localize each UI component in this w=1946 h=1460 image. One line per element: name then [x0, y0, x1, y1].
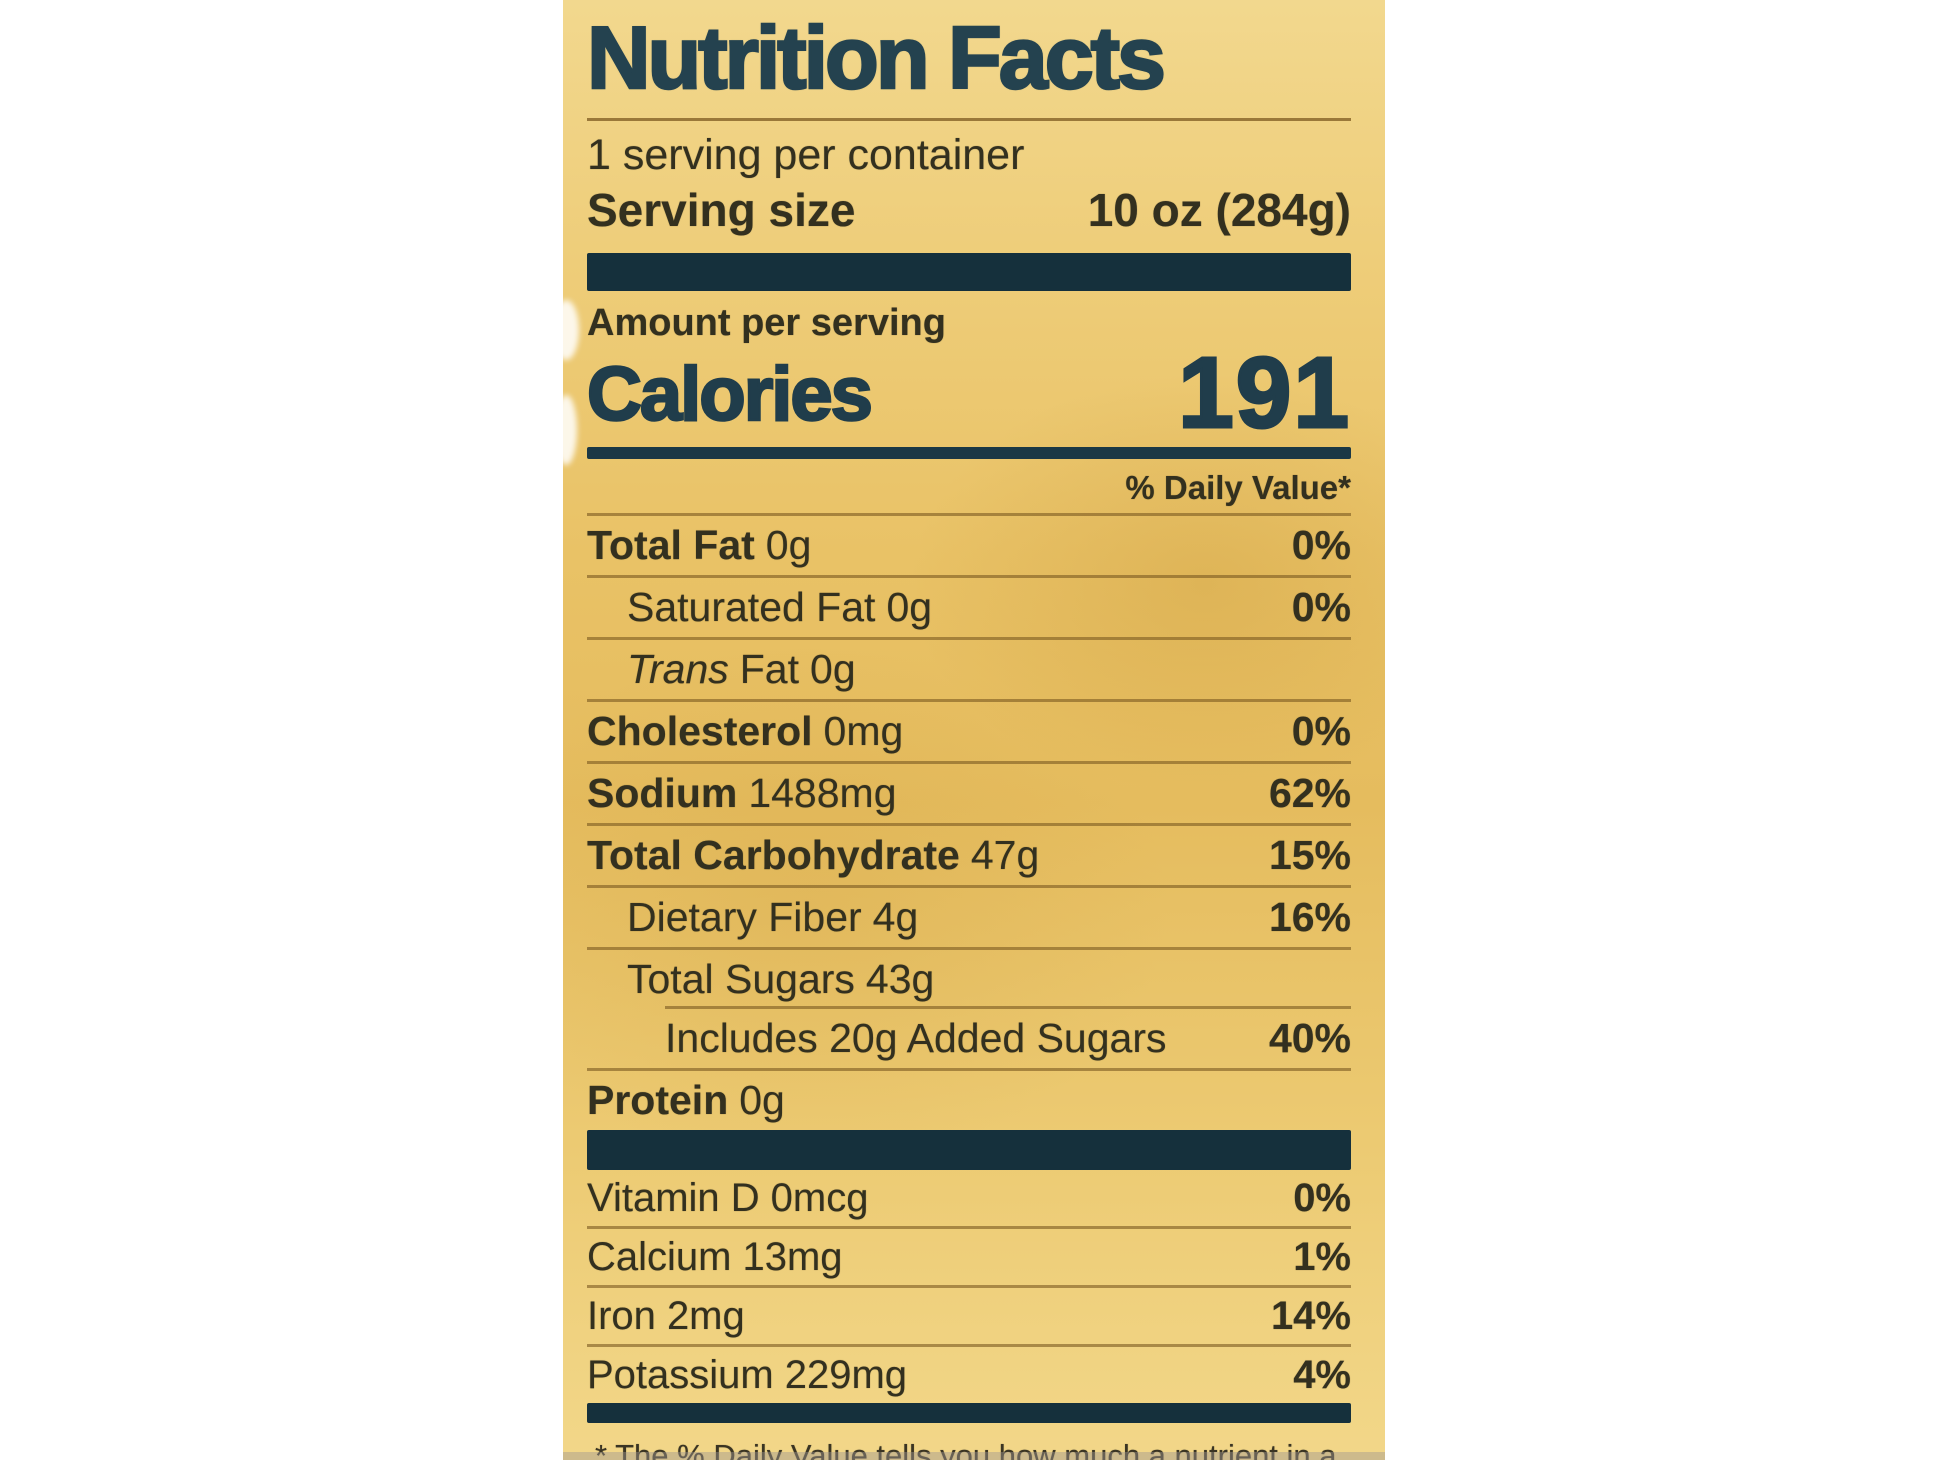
- section-divider-bar: [587, 1130, 1351, 1170]
- servings-per-container: 1 serving per container: [587, 131, 1025, 179]
- serving-size-label: Serving size: [587, 184, 856, 236]
- micronutrient-row-calcium: Calcium 13mg 1%: [587, 1229, 1351, 1288]
- nutrient-row-sodium: Sodium 1488mg 62%: [587, 764, 1351, 826]
- nutrient-row-cholesterol: Cholesterol 0mg 0%: [587, 702, 1351, 764]
- nutrient-table: Total Fat 0g 0% Saturated Fat 0g 0% Trans F…: [587, 516, 1351, 1130]
- micronutrient-row-iron: Iron 2mg 14%: [587, 1288, 1351, 1347]
- micronutrient-table: Vitamin D 0mcg 0% Calcium 13mg 1% Iron 2mg …: [587, 1170, 1351, 1403]
- daily-value-header: % Daily Value*: [587, 459, 1351, 516]
- amount-per-serving: Amount per serving: [587, 302, 946, 344]
- label-bottom-edge: [563, 1452, 1385, 1460]
- calories-value: 191: [1177, 337, 1351, 449]
- nutrient-row-dietary-fiber: Dietary Fiber 4g 16%: [587, 888, 1351, 950]
- micronutrient-row-vitamin-d: Vitamin D 0mcg 0%: [587, 1170, 1351, 1229]
- calories-underline: [587, 447, 1351, 459]
- calories-row: Calories 191: [586, 337, 1351, 449]
- calories-label: Calories: [586, 351, 874, 439]
- nutrient-row-saturated-fat: Saturated Fat 0g 0%: [587, 578, 1351, 640]
- section-divider-bar: [587, 253, 1351, 291]
- nutrient-row-total-carbohydrate: Total Carbohydrate 47g 15%: [587, 826, 1351, 888]
- section-divider-bar: [587, 1403, 1351, 1423]
- inset-rule: [665, 1006, 1351, 1009]
- daily-value-footnote: * The % Daily Value tells you how much a…: [595, 1438, 1337, 1460]
- label-damage-spot: [563, 300, 579, 360]
- nutrient-row-trans-fat: Trans Fat 0g: [587, 640, 1351, 702]
- label-title: Nutrition Facts: [586, 6, 1351, 121]
- nutrient-row-added-sugars: Includes 20g Added Sugars 40%: [587, 1006, 1351, 1071]
- serving-size-row: Serving size 10 oz (284g): [587, 181, 1351, 239]
- nutrient-row-protein: Protein 0g: [587, 1077, 785, 1123]
- nutrient-row-total-fat: Total Fat 0g 0%: [587, 516, 1351, 578]
- nutrient-row-total-sugars: Total Sugars 43g: [627, 956, 935, 1002]
- label-damage-spot: [563, 395, 577, 465]
- serving-size-value: 10 oz (284g): [1087, 184, 1351, 236]
- nutrition-facts-label: Nutrition Facts 1 serving per container …: [563, 0, 1385, 1460]
- micronutrient-row-potassium: Potassium 229mg 4%: [587, 1352, 1351, 1397]
